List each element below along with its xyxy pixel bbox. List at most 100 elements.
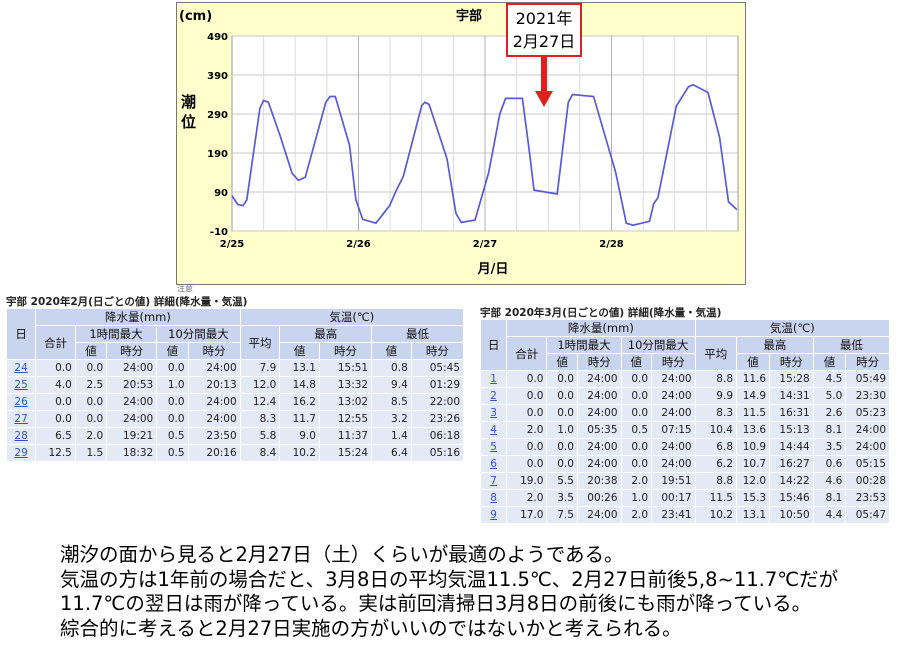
table-cell: 24:00 [576, 438, 622, 456]
day-link-cell[interactable]: 8 [479, 489, 508, 507]
day-link[interactable]: 4 [490, 424, 497, 436]
table-cell: 14.8 [279, 376, 320, 394]
day-link[interactable]: 29 [14, 447, 28, 459]
header-max1h: 1時間最大 [74, 325, 158, 343]
table-cell: 12.5 [35, 444, 76, 462]
header-time: 時分 [651, 353, 696, 371]
mar-table-caption: 宇部 2020年3月(日ごとの値) 詳細(降水量・気温) [480, 307, 722, 319]
table-cell: 14:22 [769, 472, 814, 490]
table-cell: 0.0 [156, 359, 189, 377]
table-cell: 0.0 [35, 393, 76, 411]
table-cell: 19.0 [506, 472, 548, 490]
day-link-cell[interactable]: 26 [5, 393, 37, 411]
table-cell: 8.4 [239, 444, 281, 462]
table-cell: 0.0 [546, 438, 578, 456]
day-link-cell[interactable]: 1 [479, 370, 508, 388]
table-cell: 10.4 [694, 421, 738, 439]
day-link[interactable]: 25 [14, 379, 28, 391]
day-link[interactable]: 3 [490, 407, 497, 419]
table-cell: 9.0 [279, 427, 320, 445]
y-tick-label: 190 [207, 149, 228, 160]
day-link-cell[interactable]: 29 [5, 444, 37, 462]
day-link-cell[interactable]: 6 [479, 455, 508, 473]
day-link[interactable]: 1 [490, 373, 497, 385]
day-link-cell[interactable]: 25 [5, 376, 37, 394]
header-max1h: 1時間最大 [546, 336, 622, 354]
day-link[interactable]: 5 [490, 441, 497, 453]
table-row: 5 0.0 0.0 24:00 0.0 24:00 6.8 10.9 14:44 3.5 24:00 [479, 438, 890, 456]
table-cell: 1.4 [371, 427, 412, 445]
table-cell: 0.6 [812, 455, 847, 473]
table-cell: 0.0 [74, 410, 108, 428]
day-link[interactable]: 7 [490, 475, 497, 487]
day-link[interactable]: 28 [14, 430, 28, 442]
table-cell: 13:02 [318, 393, 373, 411]
table-cell: 17.0 [506, 506, 548, 524]
header-time: 時分 [845, 353, 890, 371]
header-val: 値 [812, 353, 847, 371]
day-link-cell[interactable]: 4 [479, 421, 508, 439]
table-cell: 24:00 [576, 506, 622, 524]
table-cell: 24:00 [576, 387, 622, 405]
table-cell: 24:00 [187, 393, 241, 411]
table-cell: 24:00 [651, 455, 696, 473]
table-cell: 20:53 [106, 376, 158, 394]
day-link-cell[interactable]: 28 [5, 427, 37, 445]
table-cell: 9.9 [694, 387, 738, 405]
table-cell: 19:51 [651, 472, 696, 490]
table-cell: 05:45 [410, 359, 465, 377]
header-time: 時分 [576, 353, 622, 371]
table-row: 26 0.0 0.0 24:00 0.0 24:00 12.4 16.2 13:02 8.5 22:… [5, 393, 465, 411]
table-cell: 01:29 [410, 376, 465, 394]
table-row: 3 0.0 0.0 24:00 0.0 24:00 8.3 11.5 16:31 2.6 05:23 [479, 404, 890, 422]
callout-year: 2021年 [515, 9, 573, 28]
table-cell: 11.5 [735, 404, 771, 422]
table-cell: 15.3 [735, 489, 771, 507]
header-max10m: 10分間最大 [620, 336, 696, 354]
day-link-cell[interactable]: 3 [479, 404, 508, 422]
table-cell: 2.0 [620, 506, 653, 524]
day-link[interactable]: 8 [490, 492, 497, 504]
header-time: 時分 [769, 353, 814, 371]
table-cell: 24:00 [106, 410, 158, 428]
table-cell: 0.0 [546, 404, 578, 422]
table-cell: 05:47 [845, 506, 890, 524]
table-cell: 6.5 [35, 427, 76, 445]
header-time: 時分 [410, 342, 465, 360]
day-link[interactable]: 27 [14, 413, 28, 425]
conclusion-text: 潮汐の面から見ると2月27日（土）くらいが最適のようである。 気温の方は1年前の… [60, 543, 895, 641]
down-arrow-icon [535, 57, 553, 107]
table-cell: 13:32 [318, 376, 373, 394]
day-link[interactable]: 9 [490, 509, 497, 521]
table-cell: 16.2 [279, 393, 320, 411]
day-link-cell[interactable]: 24 [5, 359, 37, 377]
day-link-cell[interactable]: 7 [479, 472, 508, 490]
day-link[interactable]: 26 [14, 396, 28, 408]
table-cell: 4.5 [812, 370, 847, 388]
header-day: 日 [479, 319, 508, 371]
day-link-cell[interactable]: 2 [479, 387, 508, 405]
table-cell: 3.5 [812, 438, 847, 456]
header-avg: 平均 [239, 325, 281, 360]
day-link-cell[interactable]: 9 [479, 506, 508, 524]
table-cell: 12:55 [318, 410, 373, 428]
table-cell: 16:27 [769, 455, 814, 473]
y-tick-label: -10 [210, 227, 228, 238]
table-cell: 07:15 [651, 421, 696, 439]
day-link[interactable]: 6 [490, 458, 497, 470]
table-cell: 4.4 [812, 506, 847, 524]
table-cell: 0.0 [620, 370, 653, 388]
feb-table-caption: 宇部 2020年2月(日ごとの値) 詳細(降水量・気温) [6, 296, 248, 308]
table-cell: 10:50 [769, 506, 814, 524]
table-cell: 14:31 [769, 387, 814, 405]
table-cell: 20:38 [576, 472, 622, 490]
day-link-cell[interactable]: 5 [479, 438, 508, 456]
day-link[interactable]: 2 [490, 390, 497, 402]
day-link-cell[interactable]: 27 [5, 410, 37, 428]
table-cell: 5.5 [546, 472, 578, 490]
table-cell: 8.5 [371, 393, 412, 411]
table-cell: 05:16 [410, 444, 465, 462]
day-link[interactable]: 24 [14, 362, 28, 374]
table-cell: 23:41 [651, 506, 696, 524]
table-cell: 24:00 [651, 404, 696, 422]
